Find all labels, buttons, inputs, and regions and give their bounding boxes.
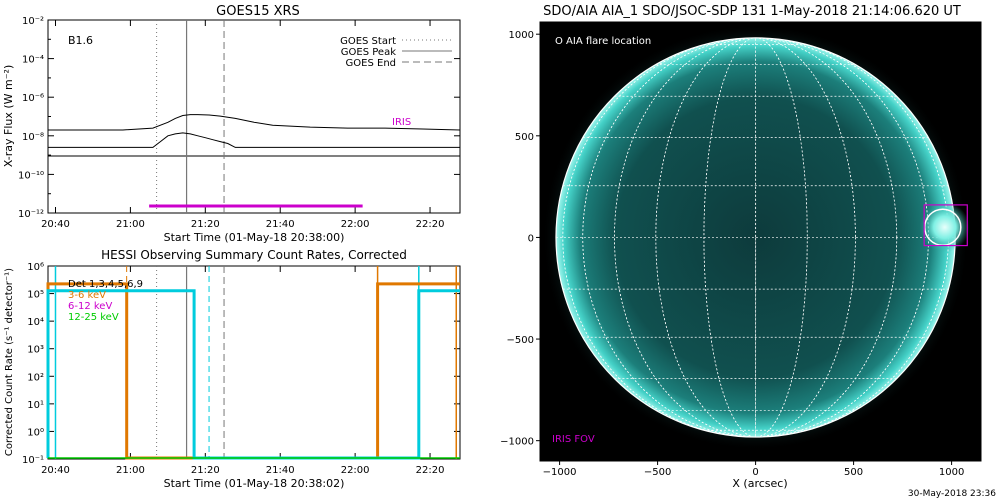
hessi-y-label: Corrected Count Rate (s⁻¹ detector⁻¹)	[4, 268, 15, 456]
flare-emission	[919, 202, 970, 253]
longitude-line	[655, 37, 856, 438]
iris-fov-box	[923, 204, 968, 247]
solar-disk	[555, 37, 956, 438]
goes-y-tick-label: 10⁻¹⁰	[18, 170, 44, 181]
aia-x-axis: −1000 −500 0 500 1000	[543, 461, 964, 478]
goes-x-tick-label: 21:20	[191, 219, 220, 230]
goes-series-line-1	[48, 132, 460, 148]
hessi-x-tick-label: 22:20	[416, 465, 445, 476]
aia-title: SDO/AIA AIA_1 SDO/JSOC-SDP 131 1-May-201…	[543, 4, 961, 19]
goes-legend-label: GOES Peak	[341, 47, 396, 58]
goes-legend-label: GOES Start	[340, 36, 396, 47]
goes-x-tick-label: 22:00	[341, 219, 370, 230]
aia-y-axis: 1000 500 0 −500 −1000	[500, 30, 540, 448]
aia-x-tick-label: 1000	[939, 467, 964, 478]
longitude-line	[703, 37, 808, 438]
aia-y-tick-label: 500	[515, 132, 534, 143]
hessi-y-tick-label: 10³	[27, 345, 44, 356]
goes-y-tick-label: 10⁻²	[22, 16, 44, 27]
hessi-y-axis: 10⁻¹ 10⁰ 10¹ 10² 10³ 10⁴ 10⁵ 10⁶	[22, 262, 460, 466]
hessi-title: HESSI Observing Summary Count Rates, Cor…	[101, 248, 407, 262]
aia-y-tick-label: 1000	[509, 30, 534, 41]
hessi-panel: HESSI Observing Summary Count Rates, Cor…	[4, 248, 461, 490]
goes-title: GOES15 XRS	[216, 4, 300, 19]
hessi-event-markers	[54, 266, 458, 459]
plot-timestamp: 30-May-2018 23:36	[908, 489, 996, 499]
goes-iris-label: IRIS	[392, 117, 411, 128]
aia-y-tick-label: −500	[507, 335, 534, 346]
goes-x-label: Start Time (01-May-18 20:38:00)	[164, 231, 345, 244]
aia-iris-fov-label: IRIS FOV	[552, 434, 595, 445]
aia-x-tick-label: −1000	[543, 467, 577, 478]
hessi-series	[46, 282, 460, 460]
aia-y-tick-label: 0	[528, 233, 534, 244]
hessi-legend-label: 3-6 keV	[68, 290, 106, 301]
hessi-legend-label: 6-12 keV	[68, 301, 112, 312]
hessi-x-tick-label: 22:00	[341, 465, 370, 476]
hessi-x-tick-label: 21:00	[116, 465, 145, 476]
aia-x-tick-label: −500	[644, 467, 671, 478]
hessi-y-tick-label: 10⁵	[27, 290, 44, 301]
hessi-plot-frame	[47, 265, 461, 460]
aia-plot-frame	[539, 21, 982, 462]
hessi-y-tick-label: 10⁻¹	[22, 455, 44, 466]
goes-y-tick-label: 10⁻¹²	[18, 209, 44, 220]
aia-y-tick-label: −1000	[500, 437, 534, 448]
hessi-y-tick-label: 10⁰	[27, 427, 44, 438]
hessi-legend-label: Det 1,3,4,5,6,9	[68, 279, 143, 290]
goes-class-label: B1.6	[68, 34, 93, 47]
goes-x-axis: 20:40 21:00 21:20 21:40 22:00 22:20	[41, 20, 444, 230]
hessi-y-tick-label: 10²	[27, 372, 44, 383]
aia-image	[544, 25, 970, 450]
goes-y-label: X-ray Flux (W m⁻²)	[2, 65, 15, 167]
hessi-y-tick-label: 10⁶	[27, 262, 44, 273]
goes-x-tick-label: 20:40	[41, 219, 70, 230]
goes-x-tick-label: 21:00	[116, 219, 145, 230]
aia-x-tick-label: 500	[844, 467, 863, 478]
aia-image-panel: SDO/AIA AIA_1 SDO/JSOC-SDP 131 1-May-201…	[500, 4, 982, 490]
longitude-line	[614, 37, 898, 438]
goes-series	[48, 114, 461, 148]
goes-xrs-panel: GOES15 XRS 10⁻¹² 10⁻¹⁰ 10⁻⁸ 10⁻⁶ 10⁻⁴ 10⁻² 20…	[2, 4, 461, 244]
aia-x-tick-label: 0	[752, 467, 758, 478]
goes-y-tick-label: 10⁻⁶	[22, 93, 44, 104]
aia-flare-legend: O AIA flare location	[555, 36, 651, 47]
aia-x-label: X (arcsec)	[732, 477, 787, 490]
goes-y-tick-label: 10⁻⁴	[22, 55, 44, 66]
hessi-x-label: Start Time (01-May-18 20:38:02)	[164, 477, 345, 490]
goes-x-tick-label: 22:20	[416, 219, 445, 230]
goes-event-markers	[156, 20, 225, 213]
goes-y-tick-label: 10⁻⁸	[22, 132, 44, 143]
goes-x-tick-label: 21:40	[266, 219, 295, 230]
hessi-y-tick-label: 10⁴	[27, 317, 44, 328]
goes-legend-label: GOES End	[346, 58, 396, 69]
hessi-legend-label: 12-25 keV	[68, 312, 119, 323]
hessi-y-tick-label: 10¹	[27, 400, 44, 411]
goes-y-axis: 10⁻¹² 10⁻¹⁰ 10⁻⁸ 10⁻⁶ 10⁻⁴ 10⁻²	[18, 16, 460, 220]
hessi-x-tick-label: 21:40	[266, 465, 295, 476]
hessi-x-tick-label: 20:40	[41, 465, 70, 476]
hessi-x-tick-label: 21:20	[191, 465, 220, 476]
hessi-x-axis: 20:40 21:00 21:20 21:40 22:00 22:20	[41, 266, 444, 476]
goes-series-line-0	[48, 114, 461, 131]
